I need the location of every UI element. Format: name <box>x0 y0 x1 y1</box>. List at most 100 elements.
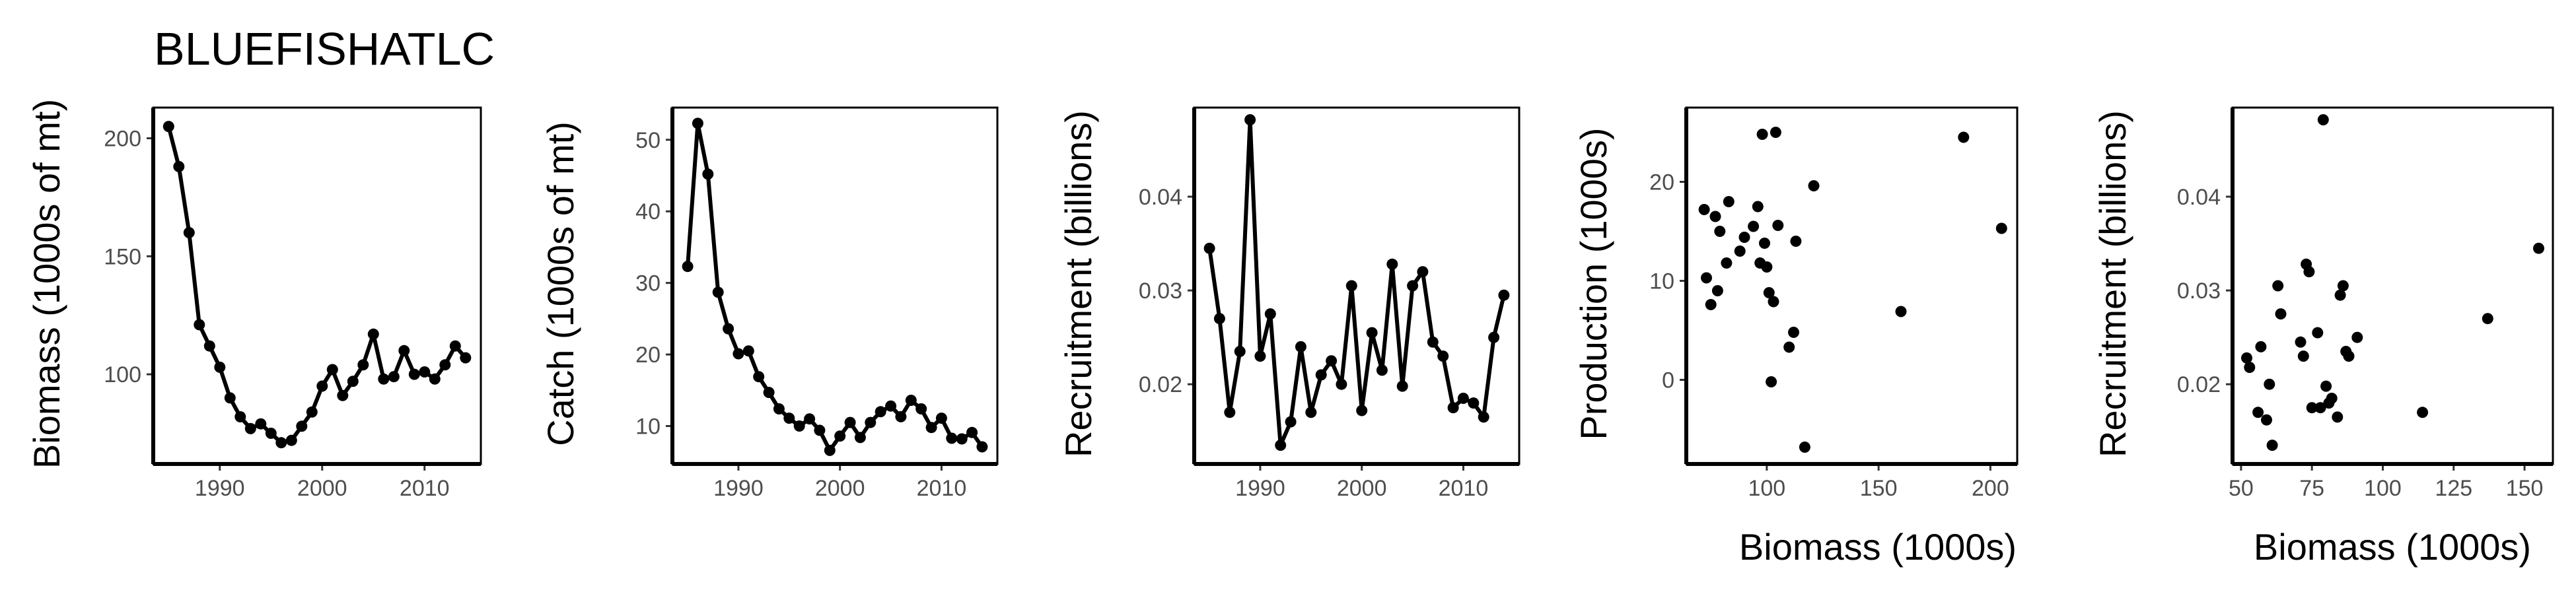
data-point <box>1788 327 1799 338</box>
data-point <box>275 437 287 449</box>
y-tick-label: 0.04 <box>2177 185 2221 210</box>
data-point <box>2326 393 2338 404</box>
data-point <box>224 392 236 404</box>
panel-biomass-timeseries: Biomass (1000s of mt) 100 150 200 1990 2000… <box>26 99 482 501</box>
data-point <box>439 359 451 371</box>
y-tick-label: 10 <box>635 414 661 440</box>
series-recruitment <box>1203 114 1510 451</box>
xticks-recruitment: 1990 2000 2010 <box>1235 464 1488 501</box>
data-point <box>905 395 917 406</box>
data-point <box>244 422 256 434</box>
data-point <box>1468 397 1480 409</box>
data-point <box>1783 341 1795 353</box>
data-point <box>2295 336 2307 348</box>
data-point <box>712 286 724 298</box>
data-point <box>885 400 897 412</box>
data-point <box>1723 196 1735 207</box>
x-tick-label: 2010 <box>400 476 450 501</box>
data-point <box>814 424 826 436</box>
y-tick-label: 50 <box>635 128 661 153</box>
data-point <box>1396 380 1408 392</box>
data-point <box>1234 346 1246 357</box>
x-tick-label: 150 <box>1860 476 1898 501</box>
y-tick-label: 0.04 <box>1139 185 1182 210</box>
data-point <box>203 340 215 352</box>
data-point <box>763 387 775 399</box>
data-point <box>723 323 734 335</box>
data-point <box>357 359 369 371</box>
y-tick-label: 200 <box>104 126 141 151</box>
data-point <box>1285 416 1297 428</box>
data-point <box>966 426 978 438</box>
data-point <box>1763 287 1775 298</box>
data-point <box>1738 232 1750 243</box>
xticks-biomass: 1990 2000 2010 <box>195 464 450 501</box>
data-point <box>1808 180 1820 191</box>
data-point <box>2320 380 2332 392</box>
y-tick-label: 10 <box>1649 269 1674 294</box>
panel-recruitment-timeseries: Recruitment (billions) 0.02 0.03 0.04 1990… <box>1057 106 1521 501</box>
figure-title: BLUEFISHATLC <box>154 23 495 75</box>
data-point <box>783 412 795 424</box>
data-point <box>1705 299 1717 310</box>
data-point <box>1721 257 1733 269</box>
yticks-biomass: 100 150 200 <box>104 126 153 387</box>
data-point <box>326 364 338 376</box>
data-point <box>2317 114 2329 125</box>
data-point <box>1417 266 1429 278</box>
yticks-recruitment-scatter: 0.02 0.03 0.04 <box>2177 185 2233 397</box>
data-point <box>1376 364 1388 376</box>
x-tick-label: 100 <box>2364 476 2402 501</box>
xticks-production: 100 150 200 <box>1748 464 2009 501</box>
xlabel-recruitment-scatter: Biomass (1000s) <box>2254 526 2531 568</box>
ylabel-recruitment-scatter: Recruitment (billions) <box>2092 110 2133 457</box>
y-tick-label: 150 <box>104 244 141 269</box>
data-point <box>1790 236 1802 247</box>
data-point <box>1995 222 2007 234</box>
data-point <box>162 121 174 133</box>
data-point <box>1768 296 1779 308</box>
y-tick-label: 0.03 <box>1139 279 1182 304</box>
yticks-catch: 10 20 30 40 50 <box>635 128 672 440</box>
data-point <box>2306 402 2318 414</box>
data-point <box>793 420 805 432</box>
data-point <box>1709 211 1721 222</box>
data-point <box>378 373 390 385</box>
data-point <box>895 411 907 422</box>
data-point <box>692 117 703 129</box>
data-point <box>1315 369 1327 381</box>
y-tick-label: 100 <box>104 362 141 387</box>
data-point <box>173 160 185 172</box>
data-point <box>449 340 461 352</box>
data-point <box>1254 350 1266 362</box>
data-point <box>844 416 856 428</box>
data-point <box>388 371 400 383</box>
ylabel-production: Production (1000s) <box>1573 127 1614 440</box>
data-point <box>2303 266 2315 278</box>
y-tick-label: 0.02 <box>2177 372 2221 397</box>
series-line <box>166 125 468 445</box>
data-point <box>1336 378 1347 390</box>
data-point <box>2244 362 2256 374</box>
x-tick-label: 1990 <box>195 476 245 501</box>
x-tick-label: 2000 <box>297 476 347 501</box>
data-point <box>956 433 968 445</box>
data-point <box>2334 289 2346 301</box>
data-point <box>1770 127 1781 138</box>
data-point <box>1213 313 1225 325</box>
data-point <box>1244 114 1256 125</box>
points-recruitment-scatter <box>2241 114 2544 451</box>
data-point <box>875 406 886 418</box>
data-point <box>2332 411 2343 423</box>
data-point <box>2266 440 2278 451</box>
data-point <box>1714 226 1726 237</box>
data-point <box>682 261 694 273</box>
y-tick-label: 0 <box>1662 368 1674 393</box>
x-tick-label: 2010 <box>1439 476 1489 501</box>
data-point <box>2252 407 2264 418</box>
data-point <box>337 389 349 401</box>
data-point <box>1478 411 1489 423</box>
data-point <box>1345 280 1357 292</box>
data-point <box>194 319 205 331</box>
